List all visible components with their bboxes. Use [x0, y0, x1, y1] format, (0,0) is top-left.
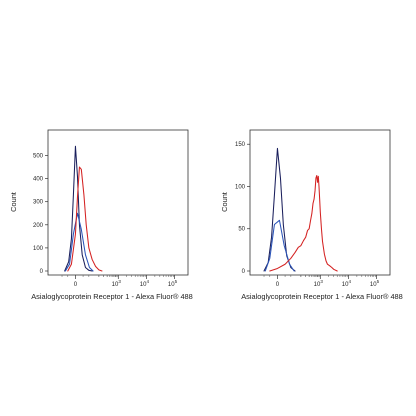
left-y-tick-label: 0 — [40, 269, 44, 275]
left-y-tick-label: 100 — [33, 246, 44, 252]
left-y-tick-label: 200 — [33, 223, 44, 229]
right-x-tick-label: 105 — [370, 279, 380, 288]
left-x-tick-base: 10 — [112, 282, 119, 288]
left-x-tick-base: 10 — [168, 282, 175, 288]
left-x-tick-label: 105 — [168, 279, 178, 288]
right-x-tick-label: 0 — [276, 282, 280, 288]
left-y-tick-label: 300 — [33, 200, 44, 206]
right-x-tick-exponent: 5 — [377, 279, 380, 284]
left-x-tick-exponent: 3 — [118, 279, 121, 284]
right-x-axis-label: Asialoglycoprotein Receptor 1 - Alexa Fl… — [241, 292, 403, 301]
left-y-tick-label: 400 — [33, 177, 44, 183]
right-y-axis: 0 50 100 150 — [235, 142, 250, 275]
left-x-axis-label: Asialoglycoprotein Receptor 1 - Alexa Fl… — [31, 292, 193, 301]
right-x-tick-base: 10 — [370, 282, 377, 288]
right-series-group — [263, 147, 338, 272]
right-x-tick-exponent: 4 — [348, 279, 351, 284]
right-y-tick-label: 0 — [242, 269, 246, 275]
left-series-group — [64, 145, 103, 272]
left-x-tick-label: 0 — [74, 282, 78, 288]
left-histogram-series-1 — [64, 145, 93, 272]
left-x-tick-base: 10 — [140, 282, 147, 288]
right-y-tick-label: 150 — [235, 142, 246, 148]
right-x-tick-label: 104 — [342, 279, 352, 288]
right-x-tick-label: 103 — [314, 279, 324, 288]
right-histogram-series-2 — [264, 219, 295, 272]
left-x-tick-label: 103 — [112, 279, 122, 288]
left-x-tick-exponent: 5 — [175, 279, 178, 284]
right-y-tick-label: 50 — [238, 227, 245, 233]
right-x-tick-base: 10 — [342, 282, 349, 288]
left-y-tick-label: 500 — [33, 153, 44, 159]
right-y-axis-label: Count — [220, 192, 229, 212]
left-x-tick-label: 104 — [140, 279, 150, 288]
right-histogram-series-1 — [263, 147, 296, 272]
right-histogram-series-3 — [269, 174, 338, 272]
right-x-tick-base: 10 — [314, 282, 321, 288]
left-x-tick-exponent: 4 — [146, 279, 149, 284]
left-y-axis-label: Count — [9, 192, 18, 212]
left-histogram-series-3 — [67, 166, 103, 272]
left-plot-frame — [47, 129, 189, 276]
right-x-tick-exponent: 3 — [320, 279, 323, 284]
right-y-tick-label: 100 — [235, 184, 246, 190]
left-y-axis: 0 100 200 300 400 500 — [33, 153, 48, 275]
left-histogram-series-2 — [64, 212, 94, 272]
